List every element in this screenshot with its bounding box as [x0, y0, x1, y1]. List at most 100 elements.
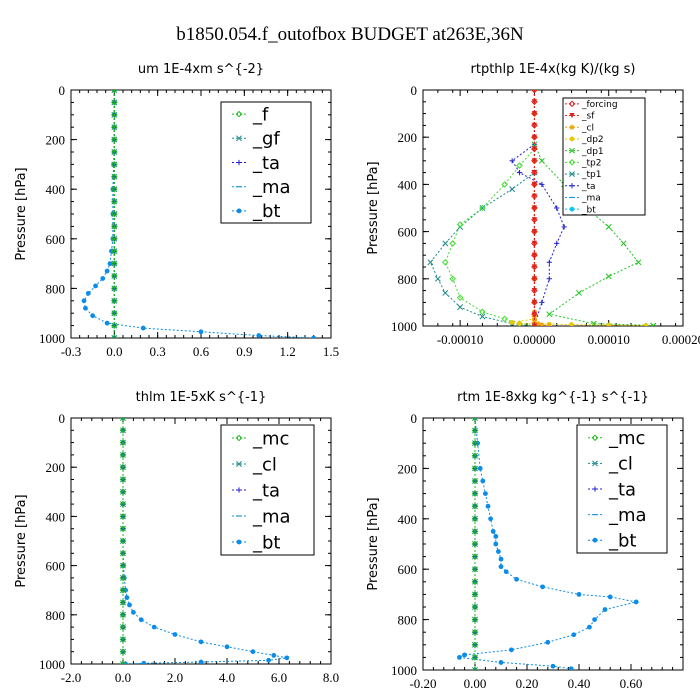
marker-x [472, 553, 478, 560]
marker-circle [172, 632, 178, 637]
marker-diamond [119, 525, 127, 533]
x-tick-label: -0.00010 [437, 332, 484, 347]
marker-diamond [441, 258, 449, 266]
y-tick-label: 400 [46, 182, 66, 197]
y-tick-label: 200 [398, 130, 418, 145]
marker-x [111, 198, 118, 205]
marker-diamond [111, 285, 118, 292]
series-line [429, 172, 535, 326]
marker-diamond [531, 228, 538, 235]
marker-circle [592, 617, 597, 622]
marker-diamond [471, 591, 479, 598]
x-tick-label: 2.0 [167, 670, 183, 685]
marker-circle [104, 268, 110, 274]
marker-plus [472, 667, 478, 670]
marker-circle [483, 491, 488, 496]
marker-circle [83, 305, 88, 311]
series-line [122, 418, 287, 664]
marker-diamond [531, 145, 538, 153]
plot-area [119, 418, 290, 664]
marker-circle [569, 206, 575, 212]
x-tick-label: 1.5 [323, 344, 339, 359]
marker-diamond [471, 427, 479, 434]
marker-circle [256, 333, 262, 338]
marker-x [111, 322, 118, 329]
marker-circle [540, 584, 545, 590]
marker-x [472, 478, 478, 484]
legend: _f _gf _ta _ma _bt [220, 101, 312, 224]
series-mc [471, 418, 479, 670]
legend-entry-label: _ta [252, 153, 280, 174]
marker-diamond [111, 148, 118, 156]
marker-diamond [449, 275, 457, 283]
y-tick-label: 800 [398, 613, 418, 628]
panel-title: um 1E-4xm s^{-2} [138, 62, 264, 77]
legend-entry-label: _ma [252, 506, 291, 527]
marker-plus [539, 299, 545, 305]
marker-x [538, 157, 545, 164]
marker-diamond [119, 562, 127, 569]
marker-circle [100, 276, 106, 281]
series-f [111, 90, 118, 338]
marker-diamond [531, 299, 538, 306]
marker-diamond [516, 162, 523, 169]
y-tick-label: 600 [398, 225, 418, 240]
legend-entry-label: _cl [581, 123, 594, 133]
marker-circle [141, 660, 147, 664]
marker-circle [284, 655, 290, 661]
marker-circle [592, 537, 598, 543]
marker-diamond [531, 275, 538, 283]
x-tick-label: 0.00010 [588, 332, 630, 347]
marker-circle [606, 322, 612, 326]
marker-x [120, 562, 126, 569]
marker-circle [85, 290, 91, 296]
marker-diamond [111, 123, 118, 131]
marker-circle [198, 659, 204, 664]
marker-x [569, 147, 575, 154]
y-tick-label: 0 [411, 83, 418, 98]
x-tick-label: 0.40 [568, 676, 591, 691]
marker-circle [124, 595, 130, 600]
marker-diamond [531, 122, 538, 129]
marker-circle [550, 663, 556, 669]
x-tick-label: 0.60 [620, 676, 643, 691]
legend-entry-label: _cl [608, 454, 633, 475]
plot-area [81, 90, 317, 338]
marker-diamond [119, 611, 127, 619]
marker-x [120, 525, 126, 532]
marker-diamond [531, 192, 538, 200]
marker-diamond [119, 648, 127, 656]
marker-diamond [471, 578, 479, 586]
y-tick-label: 0 [411, 411, 418, 426]
x-tick-label: 0.9 [236, 344, 252, 359]
marker-plus [546, 276, 552, 282]
panel-4: rtm 1E-8xkg kg^{-1} s^{-1} Pressure [hPa]… [366, 390, 684, 691]
marker-diamond [591, 434, 599, 442]
series-bt [457, 418, 639, 670]
marker-diamond [235, 434, 243, 442]
marker-circle [236, 208, 242, 214]
marker-x [120, 501, 126, 508]
x-tick-label: 0.00000 [513, 332, 555, 347]
marker-circle [568, 667, 574, 670]
marker-x [427, 259, 434, 266]
marker-diamond [501, 181, 509, 188]
plot-area [457, 418, 639, 670]
marker-circle [517, 321, 522, 326]
marker-diamond [119, 476, 127, 483]
marker-x [111, 310, 118, 317]
marker-diamond [111, 223, 118, 230]
marker-diamond [531, 204, 538, 212]
marker-diamond [119, 636, 127, 643]
marker-diamond [501, 315, 509, 323]
marker-circle [480, 478, 486, 484]
marker-diamond [119, 513, 127, 520]
marker-diamond [119, 623, 127, 631]
series-tp1 [427, 169, 538, 326]
marker-x [111, 161, 118, 168]
marker-diamond [111, 309, 118, 317]
marker-diamond [119, 418, 127, 422]
marker-diamond [568, 100, 576, 108]
x-tick-label: 4.0 [219, 670, 235, 685]
marker-star [539, 322, 545, 326]
